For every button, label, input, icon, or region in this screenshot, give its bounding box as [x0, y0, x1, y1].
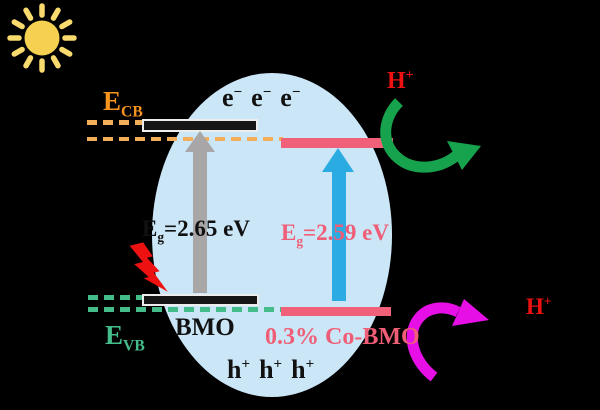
- electrons-label: e− e− e−: [222, 85, 309, 111]
- electron-symbol: e−: [280, 83, 301, 112]
- hplus-bottom-label: H+: [526, 293, 552, 319]
- sun-icon: [7, 3, 77, 73]
- bmo-label: BMO: [175, 314, 235, 341]
- bmo-valence-band-bar: [142, 294, 259, 306]
- ecb-label: ECB: [103, 86, 143, 121]
- evb-dashed-line-cobmo: [88, 307, 283, 312]
- h2-evolution-arrow-cobmo: [380, 98, 481, 173]
- evb-dashed-line-bmo: [88, 295, 144, 300]
- cobmo-label: 0.3% Co-BMO: [265, 324, 420, 350]
- bmo-conduction-band-bar: [142, 119, 258, 132]
- ecb-dashed-line-bmo: [87, 120, 144, 125]
- cobmo-valence-band-bar: [281, 307, 391, 316]
- electron-symbol: e−: [222, 83, 243, 112]
- hplus-top-label: H+: [387, 68, 414, 94]
- ecb-dashed-line-cobmo: [87, 137, 283, 141]
- hole-symbol: h+: [259, 355, 283, 384]
- cobmo-conduction-band-bar: [281, 138, 393, 148]
- bandgap-bmo-label: Eg=2.65 eV: [142, 216, 250, 245]
- hole-symbol: h+: [291, 355, 315, 384]
- holes-label: h+ h+ h+: [227, 357, 323, 383]
- hole-symbol: h+: [227, 355, 251, 384]
- evb-label: EVB: [105, 320, 145, 355]
- electron-symbol: e−: [251, 83, 272, 112]
- bandgap-cobmo-label: Eg=2.59 eV: [281, 220, 389, 249]
- h2-evolution-arrow-vb: [406, 299, 489, 382]
